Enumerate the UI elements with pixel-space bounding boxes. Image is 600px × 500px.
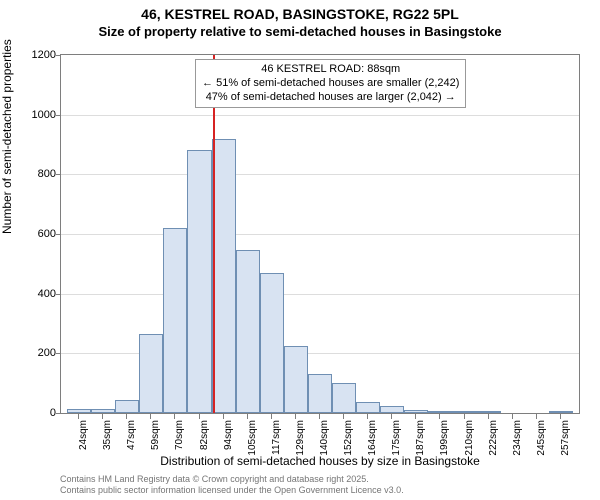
- histogram-bar: [477, 411, 501, 413]
- histogram-bar: [428, 411, 452, 413]
- histogram-bars: [61, 55, 579, 413]
- y-tick-label: 600: [0, 228, 56, 240]
- histogram-bar: [404, 410, 428, 413]
- histogram-bar: [284, 346, 308, 413]
- histogram-bar: [187, 150, 211, 413]
- page-subtitle: Size of property relative to semi-detach…: [0, 24, 600, 39]
- y-tick-label: 0: [0, 407, 56, 419]
- credits-line1: Contains HM Land Registry data © Crown c…: [60, 474, 404, 485]
- x-axis-label: Distribution of semi-detached houses by …: [60, 454, 580, 468]
- histogram-bar: [332, 383, 356, 413]
- credits: Contains HM Land Registry data © Crown c…: [60, 474, 404, 496]
- annotation-line2: ← 51% of semi-detached houses are smalle…: [202, 77, 459, 91]
- reference-line: [213, 55, 215, 413]
- y-tick-label: 200: [0, 347, 56, 359]
- histogram-bar: [212, 139, 236, 413]
- annotation-box: 46 KESTREL ROAD: 88sqm ← 51% of semi-det…: [195, 59, 466, 108]
- credits-line2: Contains public sector information licen…: [60, 485, 404, 496]
- histogram-bar: [260, 273, 284, 413]
- histogram-bar: [91, 409, 115, 413]
- page-title: 46, KESTREL ROAD, BASINGSTOKE, RG22 5PL: [0, 6, 600, 22]
- y-axis-label: Number of semi-detached properties: [0, 39, 14, 234]
- y-tick-label: 800: [0, 168, 56, 180]
- y-tick-label: 400: [0, 288, 56, 300]
- annotation-line1: 46 KESTREL ROAD: 88sqm: [202, 63, 459, 77]
- histogram-bar: [139, 334, 163, 413]
- histogram-plot: 46 KESTREL ROAD: 88sqm ← 51% of semi-det…: [60, 54, 580, 414]
- histogram-bar: [453, 411, 477, 413]
- y-tick-label: 1200: [0, 49, 56, 61]
- histogram-bar: [356, 402, 380, 413]
- histogram-bar: [380, 406, 404, 413]
- histogram-bar: [236, 250, 260, 413]
- y-tick-label: 1000: [0, 109, 56, 121]
- histogram-bar: [308, 374, 332, 413]
- histogram-bar: [115, 400, 139, 413]
- histogram-bar: [163, 228, 187, 413]
- histogram-bar: [67, 409, 91, 413]
- histogram-bar: [549, 411, 573, 413]
- annotation-line3: 47% of semi-detached houses are larger (…: [202, 91, 459, 105]
